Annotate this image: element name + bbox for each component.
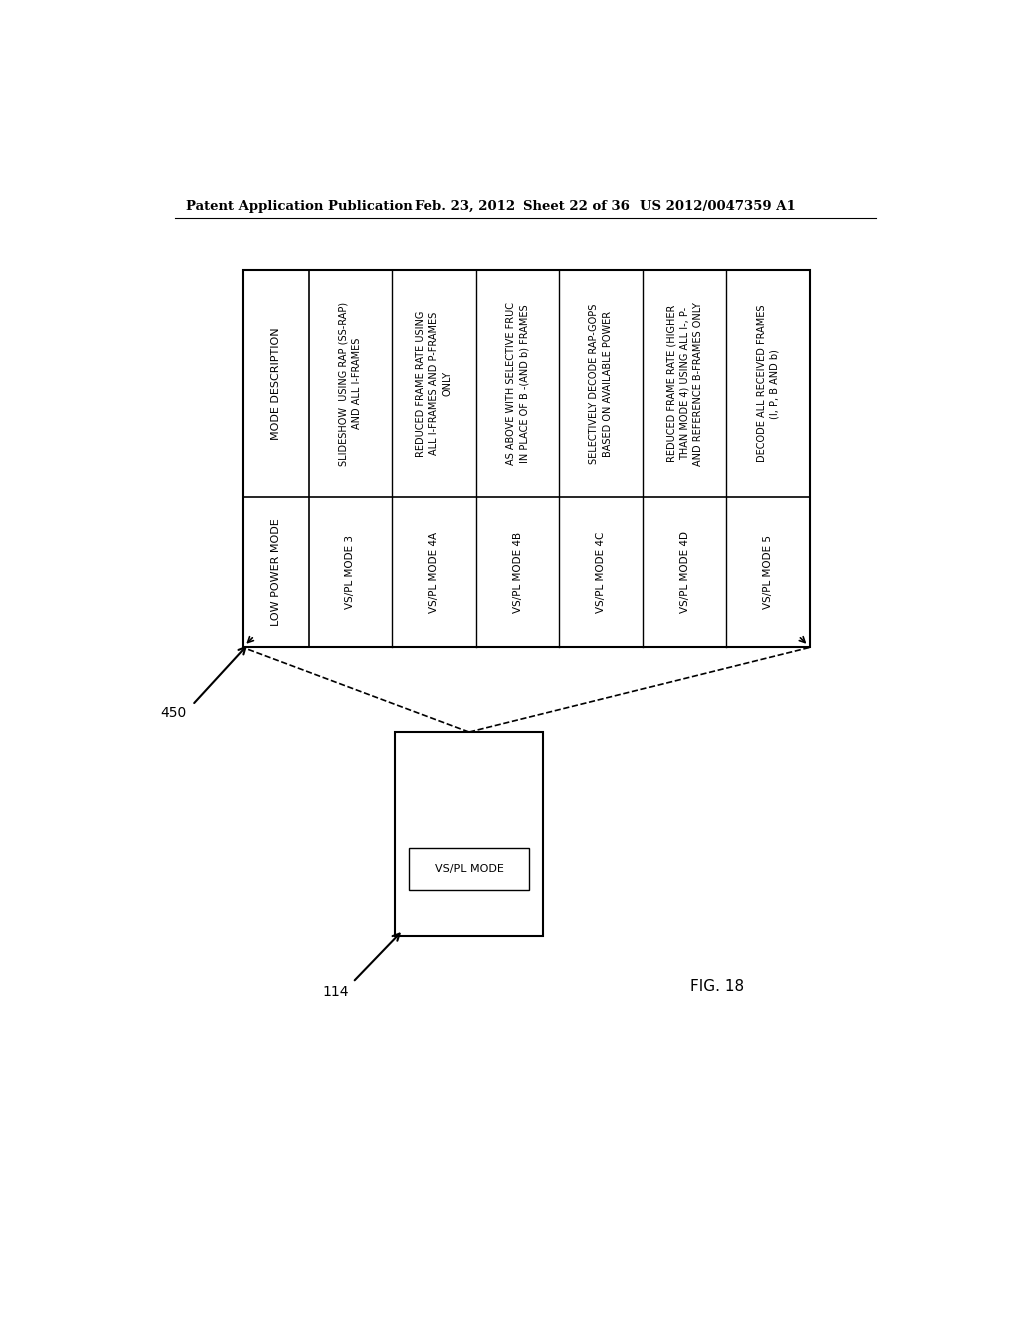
Text: 450: 450 [160, 706, 186, 719]
Bar [410, 847, 528, 890]
Text: Sheet 22 of 36: Sheet 22 of 36 [523, 199, 630, 213]
Text: VS/PL MODE 4C: VS/PL MODE 4C [596, 532, 606, 612]
Bar [243, 271, 810, 647]
Text: VS/PL MODE 3: VS/PL MODE 3 [345, 536, 355, 610]
Text: REDUCED FRAME RATE (HIGHER
THAN MODE 4) USING ALL I-, P-
AND REFERENCE B-FRAMES : REDUCED FRAME RATE (HIGHER THAN MODE 4) … [667, 302, 702, 466]
Text: US 2012/0047359 A1: US 2012/0047359 A1 [640, 199, 796, 213]
Text: VS/PL MODE 4D: VS/PL MODE 4D [680, 531, 689, 614]
Text: REDUCED FRAME RATE USING
ALL I-FRAMES AND P-FRAMES
ONLY: REDUCED FRAME RATE USING ALL I-FRAMES AN… [416, 310, 453, 457]
Bar [395, 733, 543, 936]
Text: 114: 114 [323, 985, 349, 998]
Text: LOW POWER MODE: LOW POWER MODE [270, 519, 281, 626]
Text: DECODE ALL RECEIVED FRAMES
(I, P, B AND b): DECODE ALL RECEIVED FRAMES (I, P, B AND … [757, 305, 780, 462]
Text: Feb. 23, 2012: Feb. 23, 2012 [415, 199, 515, 213]
Text: VS/PL MODE: VS/PL MODE [434, 863, 504, 874]
Text: Patent Application Publication: Patent Application Publication [186, 199, 413, 213]
Text: VS/PL MODE 4B: VS/PL MODE 4B [512, 532, 522, 612]
Text: AS ABOVE WITH SELECTIVE FRUC
IN PLACE OF B -(AND b) FRAMES: AS ABOVE WITH SELECTIVE FRUC IN PLACE OF… [506, 302, 529, 465]
Text: VS/PL MODE 4A: VS/PL MODE 4A [429, 532, 439, 612]
Text: MULTI-LAYER LOW
POWER MODE SET
GENERATOR: MULTI-LAYER LOW POWER MODE SET GENERATOR [415, 766, 523, 814]
Text: MODE DESCRIPTION: MODE DESCRIPTION [270, 327, 281, 440]
Text: VS/PL MODE 5: VS/PL MODE 5 [763, 536, 773, 610]
Text: SLIDESHOW  USING RAP (SS-RAP)
AND ALL I-FRAMES: SLIDESHOW USING RAP (SS-RAP) AND ALL I-F… [339, 301, 361, 466]
Text: FIG. 18: FIG. 18 [690, 978, 744, 994]
Text: SELECTIVELY DECODE RAP-GOPS
BASED ON AVAILABLE POWER: SELECTIVELY DECODE RAP-GOPS BASED ON AVA… [590, 304, 612, 463]
